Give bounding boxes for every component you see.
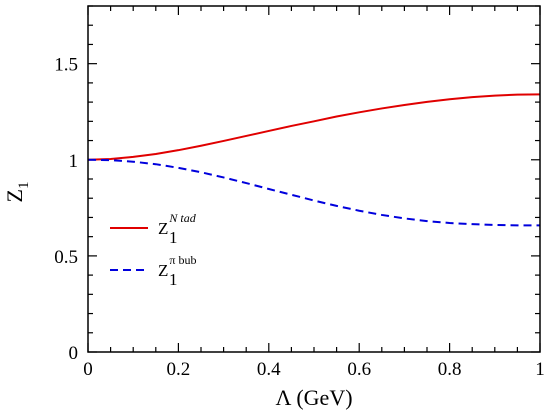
y-tick-label: 0 — [69, 343, 79, 364]
y-tick-label: 0.5 — [54, 247, 78, 268]
x-tick-label: 1 — [535, 359, 545, 380]
legend-label-pi-bub-subscript: 1 — [169, 270, 178, 289]
y-axis-label-main: Z — [2, 189, 27, 202]
legend-label-n-tad: ZN tad — [158, 211, 197, 238]
ticks-layer: 0 0.2 0.4 0.6 0.8 1 0 0.5 1 1.5 — [54, 5, 545, 380]
x-tick-label: 0.8 — [438, 359, 462, 380]
legend: ZN tad 1 Zπ bub 1 — [110, 211, 197, 289]
legend-label-n-tad-subscript: 1 — [169, 228, 178, 247]
legend-label-n-tad-sup: N tad — [168, 211, 196, 225]
x-tick-label: 0.6 — [347, 359, 371, 380]
series-layer — [87, 93, 541, 227]
legend-label-pi-bub-sup: π bub — [169, 253, 196, 267]
x-tick-label: 0.2 — [167, 359, 191, 380]
x-tick-label: 0 — [83, 359, 93, 380]
legend-label-pi-bub-main: Z — [158, 261, 168, 280]
y-axis-label-sub: 1 — [16, 182, 32, 190]
legend-label-n-tad-main: Z — [158, 219, 168, 238]
y-tick-label: 1 — [69, 151, 79, 172]
plot-frame — [87, 5, 541, 353]
series-line-n-tad — [87, 93, 541, 161]
series-line-pi-bub — [87, 158, 540, 227]
x-tick-label: 0.4 — [257, 359, 281, 380]
legend-label-pi-bub: Zπ bub — [158, 253, 196, 280]
x-axis-label: Λ (GeV) — [275, 385, 352, 410]
y-axis-label: Z1 — [2, 182, 32, 203]
y-tick-label: 1.5 — [54, 55, 78, 76]
